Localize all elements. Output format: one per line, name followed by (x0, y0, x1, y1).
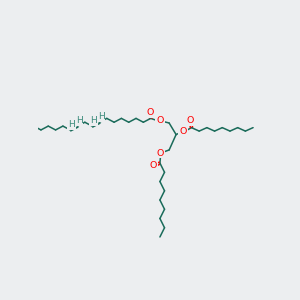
Text: H: H (90, 116, 97, 125)
Text: O: O (156, 116, 164, 125)
Text: O: O (157, 148, 164, 158)
Text: O: O (186, 116, 194, 125)
Text: H: H (68, 120, 75, 129)
Text: O: O (149, 161, 157, 170)
Text: H: H (98, 112, 104, 121)
Text: O: O (179, 127, 187, 136)
Text: H: H (76, 116, 82, 125)
Text: O: O (146, 108, 154, 117)
